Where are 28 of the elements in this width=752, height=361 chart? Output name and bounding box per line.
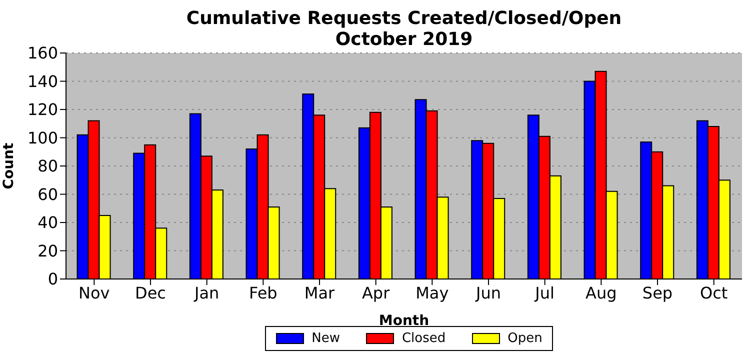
legend-label: Open bbox=[508, 331, 542, 346]
y-axis-title: Count bbox=[0, 142, 17, 190]
y-tick-label: 120 bbox=[27, 100, 58, 120]
y-tick-label: 140 bbox=[27, 72, 58, 91]
y-tick-label: 80 bbox=[38, 156, 58, 176]
y-tick-label: 100 bbox=[27, 128, 58, 148]
x-tick-label: Aug bbox=[586, 283, 617, 302]
x-tick-label: Nov bbox=[78, 283, 110, 302]
y-tick-label: 40 bbox=[38, 213, 58, 232]
y-tick-label: 160 bbox=[27, 44, 58, 63]
legend-label: New bbox=[312, 331, 340, 346]
y-tick-label: 60 bbox=[38, 184, 58, 204]
chart-title: Cumulative Requests Created/Closed/Open bbox=[185, 8, 623, 29]
y-tick-label: 20 bbox=[38, 241, 58, 260]
x-tick-label: Jun bbox=[475, 283, 501, 302]
legend-label: Closed bbox=[402, 331, 446, 346]
x-tick-label: Feb bbox=[249, 283, 278, 302]
x-tick-label: May bbox=[416, 283, 449, 302]
chart-subtitle: October 2019 bbox=[334, 29, 474, 50]
x-tick-label: Jul bbox=[534, 283, 554, 302]
x-tick-label: Oct bbox=[700, 283, 728, 302]
x-tick-label: Mar bbox=[304, 283, 336, 302]
x-tick-label: Jan bbox=[193, 283, 220, 302]
x-axis-title: Month bbox=[378, 313, 430, 329]
x-tick-label: Sep bbox=[642, 283, 673, 302]
y-tick-label: 0 bbox=[48, 270, 58, 289]
x-tick-label: Dec bbox=[135, 283, 166, 302]
x-tick-label: Apr bbox=[362, 283, 390, 302]
